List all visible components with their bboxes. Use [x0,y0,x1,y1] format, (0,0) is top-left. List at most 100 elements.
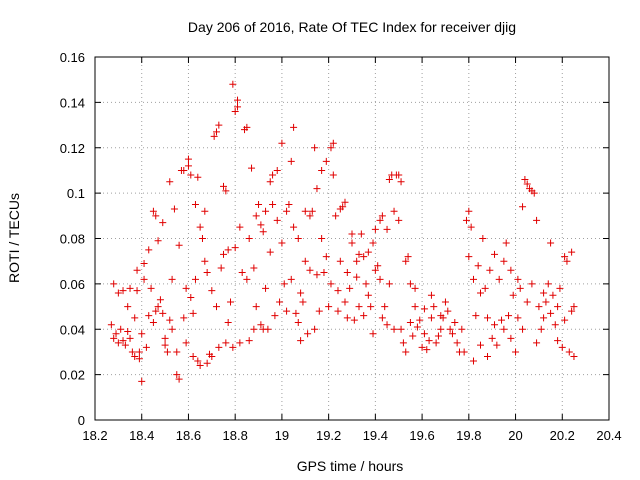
data-point [161,334,169,342]
data-point [159,219,167,227]
data-point [472,312,480,320]
data-point [540,289,548,297]
data-point [537,325,545,333]
data-point [416,316,424,324]
data-point [334,307,342,315]
data-point [159,309,167,317]
data-point [257,221,265,229]
data-point [484,352,492,360]
data-point [570,303,578,311]
data-point [203,359,211,367]
data-point [196,362,204,370]
data-point [507,266,515,274]
data-point [441,298,449,306]
data-point [224,318,232,326]
data-point [304,330,312,338]
data-point [163,348,171,356]
data-point [367,303,375,311]
data-point [236,223,244,231]
data-point [142,343,150,351]
data-point [514,275,522,283]
data-point [311,144,319,152]
data-point [154,303,162,311]
data-point [453,339,461,347]
data-point [161,341,169,349]
data-point [561,253,569,261]
y-tick-label: 0 [78,413,85,428]
data-point [491,321,499,329]
data-point [339,203,347,211]
data-point [147,284,155,292]
data-point [568,248,576,256]
data-point [320,269,328,277]
data-point [278,239,286,247]
data-point [306,212,314,220]
data-point [425,337,433,345]
y-tick-label: 0.16 [60,50,85,65]
data-point [446,325,454,333]
data-point [493,341,501,349]
x-tick-label: 19.6 [409,428,434,443]
data-point [383,321,391,329]
data-point [519,325,527,333]
data-point [243,275,251,283]
data-point [229,80,237,88]
data-point [397,325,405,333]
data-point [395,171,403,179]
data-point [355,250,363,258]
data-point [184,155,192,163]
x-tick-label: 19.8 [456,428,481,443]
data-point [420,305,428,313]
data-point [462,216,470,224]
data-point [528,280,536,288]
data-point [500,325,508,333]
data-point [406,318,414,326]
data-point [343,314,351,322]
data-point [257,321,265,329]
data-point [262,284,270,292]
x-tick-label: 20 [508,428,522,443]
data-point [208,352,216,360]
data-point [481,284,489,292]
data-point [191,200,199,208]
data-point [250,264,258,272]
data-point [140,275,148,283]
data-point [189,309,197,317]
data-point [149,318,157,326]
data-point [418,343,426,351]
data-point [516,284,524,292]
data-point [112,330,120,338]
data-point [542,298,550,306]
data-point [236,339,244,347]
data-point [234,103,242,111]
data-point [477,289,484,297]
data-point [390,325,398,333]
data-point [271,312,279,320]
data-point [187,293,195,301]
data-point [378,212,386,220]
data-point [131,314,139,322]
y-tick-label: 0.12 [60,141,85,156]
data-point [369,330,377,338]
data-point [149,207,157,215]
data-point [556,284,564,292]
data-point [166,178,174,186]
x-tick-label: 20.4 [596,428,621,443]
y-tick-label: 0.1 [67,186,85,201]
data-point [332,212,340,220]
data-point [133,287,141,295]
data-point [283,207,291,215]
data-point [231,107,239,115]
data-point [152,212,160,220]
data-point [128,348,136,356]
data-point [381,303,389,311]
data-point [259,228,267,236]
data-point [170,205,178,213]
data-point [329,171,337,179]
data-point [269,171,277,179]
data-point [173,371,181,379]
data-point [110,334,118,342]
data-point [110,280,118,288]
data-point [201,257,209,265]
data-point [119,287,127,295]
